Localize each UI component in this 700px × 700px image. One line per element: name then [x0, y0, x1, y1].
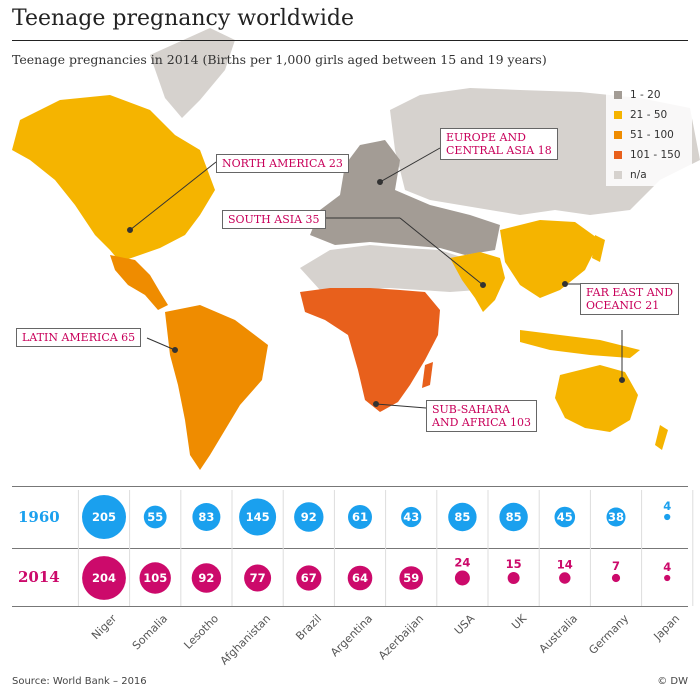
bubble-1960-usa: [448, 502, 477, 532]
madagascar-shape: [422, 362, 433, 388]
world-map: [12, 28, 700, 470]
legend-label: 51 - 100: [630, 129, 674, 141]
bubble-value-label: 92: [301, 510, 317, 524]
bubble-2014-brazil: [296, 565, 322, 591]
bubble-value-label: 204: [92, 571, 116, 585]
indonesia-shape: [520, 330, 640, 358]
bubble-2014-lesotho: [191, 563, 222, 593]
legend-swatch: [614, 151, 622, 159]
bubble-value-label: 4: [663, 560, 671, 574]
bubble-1960-argentina: [348, 505, 372, 529]
bubble-1960-germany: [606, 507, 626, 527]
page-title: Teenage pregnancy worldwide: [12, 6, 354, 31]
bubble-2014-azerbaijan: [399, 566, 424, 590]
legend-item: 101 - 150: [614, 148, 681, 162]
japan-shape: [592, 235, 605, 262]
north-america-shape: [12, 95, 215, 262]
legend-item: n/a: [614, 168, 647, 182]
bubble-value-label: 55: [147, 510, 163, 524]
bubble-2014-somalia: [139, 562, 171, 594]
region-label-south-asia: SOUTH ASIA 35: [222, 210, 326, 229]
legend-label: 1 - 20: [630, 89, 661, 101]
legend-label: n/a: [630, 169, 647, 181]
bubble-1960-somalia: [143, 505, 167, 529]
legend: 1 - 20 21 - 50 51 - 100 101 - 150 n/a: [606, 86, 692, 186]
bubble-value-label: 38: [608, 510, 624, 524]
africa-shape: [300, 288, 440, 412]
bubble-value-label: 85: [454, 510, 470, 524]
region-label-north-america: NORTH AMERICA 23: [216, 154, 349, 173]
legend-label: 21 - 50: [630, 109, 668, 121]
bubble-value-label: 61: [352, 510, 368, 524]
bubble-value-label: 92: [198, 571, 214, 585]
bubble-2014-niger: [82, 556, 126, 600]
row-label-1960: 1960: [18, 508, 60, 526]
australia-shape: [555, 365, 638, 432]
greenland-shape: [150, 28, 235, 118]
bubble-1960-afghanistan: [239, 498, 277, 536]
legend-swatch: [614, 111, 622, 119]
legend-item: 1 - 20: [614, 88, 661, 102]
south-asia-shape: [450, 252, 505, 312]
bubble-1960-lesotho: [192, 503, 221, 531]
bubble-value-label: 24: [454, 555, 470, 569]
central-america-shape: [110, 255, 168, 310]
legend-label: 101 - 150: [630, 149, 681, 161]
region-label-latin-america: LATIN AMERICA 65: [16, 328, 142, 347]
bubble-2014-australia: [559, 572, 571, 584]
bubble-value-label: 64: [352, 571, 368, 585]
region-label-far-east: FAR EAST AND OCEANIC 21: [580, 283, 680, 315]
legend-swatch: [614, 91, 622, 99]
bubble-value-label: 43: [403, 510, 419, 524]
bubble-value-label: 77: [250, 571, 266, 585]
bubble-value-label: 145: [246, 510, 270, 524]
bubble-2014-usa: [454, 570, 470, 586]
bubble-1960-australia: [554, 506, 576, 528]
bubble-1960-uk: [499, 502, 528, 532]
bubble-1960-japan: [664, 513, 671, 521]
bubble-value-label: 105: [143, 571, 167, 585]
bubble-value-label: 67: [301, 571, 317, 585]
table-top-rule: [12, 486, 688, 487]
bubble-2014-afghanistan: [244, 564, 272, 592]
bubble-2014-uk: [507, 572, 520, 584]
bubble-value-label: 205: [92, 510, 116, 524]
south-america-shape: [165, 305, 268, 470]
new-zealand-shape: [655, 425, 668, 450]
legend-swatch: [614, 131, 622, 139]
bubble-value-label: 83: [198, 510, 214, 524]
table-middle-rule: [12, 548, 688, 549]
bubble-value-label: 59: [403, 571, 419, 585]
bubble-2014-japan: [664, 574, 671, 582]
bubble-value-label: 4: [663, 499, 671, 513]
bubble-value-label: 45: [557, 510, 573, 524]
bubble-1960-niger: [82, 495, 126, 539]
bubble-value-label: 14: [557, 557, 573, 571]
bubble-2014-germany: [611, 573, 621, 583]
north-africa-shape: [300, 245, 478, 292]
legend-item: 51 - 100: [614, 128, 674, 142]
row-label-2014: 2014: [18, 568, 60, 586]
bubble-1960-brazil: [294, 502, 324, 532]
bubble-2014-argentina: [347, 565, 373, 591]
bubble-value-label: 85: [506, 510, 522, 524]
legend-item: 21 - 50: [614, 108, 667, 122]
source-note: Source: World Bank – 2016: [12, 676, 147, 687]
far-east-shape: [500, 220, 600, 298]
table-bottom-rule: [12, 606, 688, 607]
europe-shape: [310, 140, 500, 255]
title-rule: [12, 40, 688, 41]
page-subtitle: Teenage pregnancies in 2014 (Births per …: [12, 52, 547, 67]
bubble-value-label: 7: [612, 559, 620, 573]
brand-mark: © DW: [657, 676, 688, 687]
region-label-europe-central-asia: EUROPE AND CENTRAL ASIA 18: [440, 128, 558, 160]
region-label-sub-sahara: SUB-SAHARA AND AFRICA 103: [426, 400, 537, 432]
bubble-table: 205 55 83 145 92 61 43 85 85 45 38 4 204 105 92 77 67 64 5…: [77, 490, 694, 606]
bubble-value-label: 15: [506, 557, 522, 571]
legend-swatch: [614, 171, 622, 179]
bubble-1960-azerbaijan: [401, 506, 422, 528]
